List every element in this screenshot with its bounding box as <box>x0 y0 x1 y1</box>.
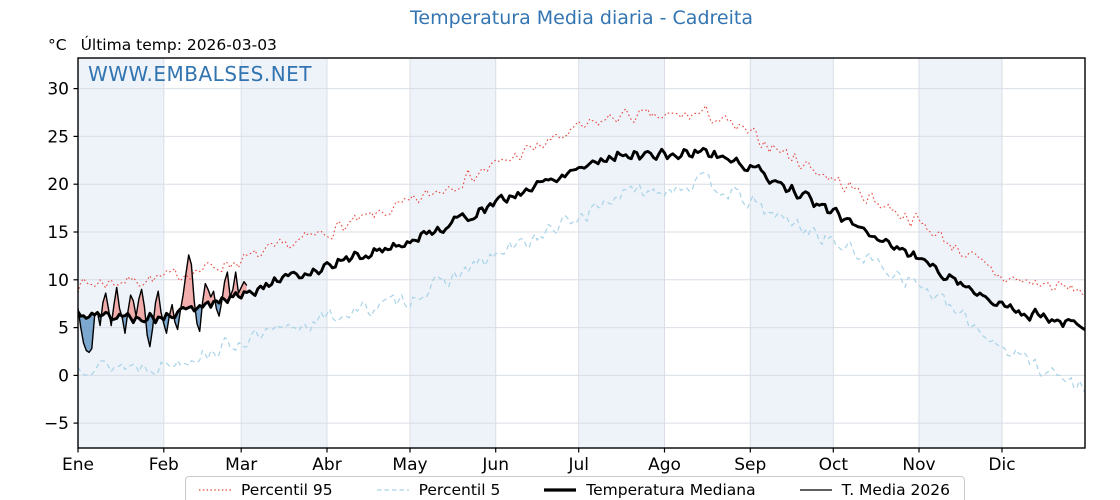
percentil-95-line-sample-icon <box>199 489 231 491</box>
y-tick-label: 0 <box>58 366 69 386</box>
legend-label: Percentil 5 <box>418 481 501 499</box>
legend-label: Temperatura Mediana <box>586 481 756 499</box>
x-tick-label: Ago <box>648 455 681 475</box>
y-tick-label: 25 <box>47 127 69 147</box>
x-tick-label: May <box>392 455 427 475</box>
chart-legend: Percentil 95 Percentil 5 Temperatura Med… <box>185 476 965 500</box>
x-tick-label: Abr <box>312 455 341 475</box>
legend-label: T. Media 2026 <box>841 481 950 499</box>
legend-item-percentil-95: Percentil 95 <box>198 481 333 499</box>
chart-subheader: °C Última temp: 2026-03-03 <box>48 36 277 54</box>
data-lines <box>78 105 1085 394</box>
legend-item-t-media-2026: T. Media 2026 <box>799 481 950 499</box>
unit-label: °C <box>48 36 67 54</box>
x-tick-label: Jul <box>567 455 589 475</box>
t-media-2026-line-sample-icon <box>799 489 832 491</box>
temperatura-mediana-line-sample-icon <box>544 488 577 492</box>
percentil-95-line <box>78 105 1085 295</box>
percentil-5-line <box>78 172 1085 394</box>
temperature-chart-canvas: Ene Feb Mar Abr May Jun Jul Ago Sep Oct Nov Dic 30 25… <box>44 57 1086 475</box>
percentil-5-line-sample-icon <box>376 489 409 491</box>
gridlines <box>78 58 1085 448</box>
x-tick-label: Nov <box>902 455 935 475</box>
axes: Ene Feb Mar Abr May Jun Jul Ago Sep Oct Nov Dic 30 25… <box>44 57 1086 475</box>
temperatura-mediana-line <box>78 146 1085 331</box>
y-tick-label: 10 <box>47 271 69 291</box>
chart-title: Temperatura Media diaria - Cadreita <box>410 7 753 29</box>
x-tick-label: Jun <box>481 455 509 475</box>
y-tick-label: −5 <box>44 414 69 434</box>
legend-item-percentil-5: Percentil 5 <box>376 481 501 499</box>
month-bands <box>78 58 1085 448</box>
x-tick-label: Sep <box>734 455 766 475</box>
x-tick-label: Feb <box>149 455 179 475</box>
x-tick-label: Mar <box>225 455 257 475</box>
x-tick-label: Dic <box>988 455 1015 475</box>
y-tick-label: 15 <box>47 223 69 243</box>
x-tick-label: Ene <box>62 455 94 475</box>
x-tick-label: Oct <box>819 455 849 475</box>
y-tick-label: 30 <box>47 80 69 100</box>
legend-item-temperatura-mediana: Temperatura Mediana <box>543 481 756 499</box>
legend-label: Percentil 95 <box>241 481 333 499</box>
last-temp-label: Última temp: 2026-03-03 <box>80 36 277 54</box>
t-media-2026-line <box>78 254 248 354</box>
y-tick-label: 5 <box>58 319 69 339</box>
y-tick-label: 20 <box>47 175 69 195</box>
